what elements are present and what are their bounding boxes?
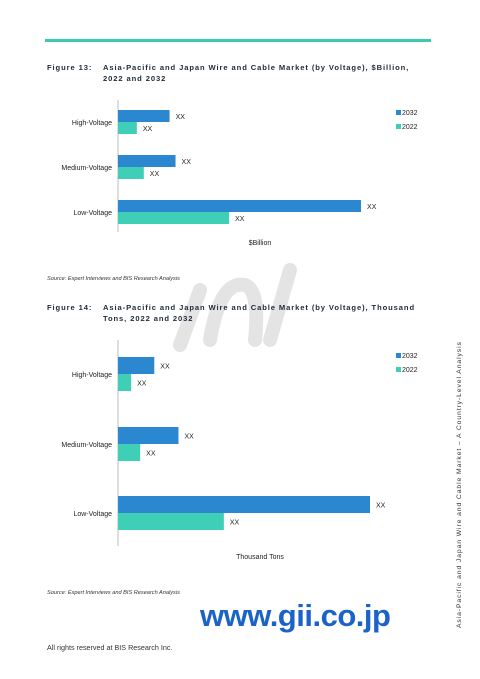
category-label: Medium-Voltage <box>61 442 112 449</box>
figure-13-title-line1: Asia-Pacific and Japan Wire and Cable Ma… <box>103 63 410 72</box>
figure-14-source: Source: Expert Interviews and BIS Resear… <box>47 590 180 596</box>
data-label: XX <box>235 216 245 223</box>
bar-2022-high-voltage <box>118 374 132 391</box>
bar-2022-medium-voltage <box>118 167 144 179</box>
bar-2022-low-voltage <box>118 212 230 224</box>
watermark-logo <box>173 263 297 352</box>
figure-14-title-line2: Tons, 2022 and 2032 <box>103 314 194 323</box>
bar-2032-medium-voltage <box>118 155 176 167</box>
figure-14-title: Figure 14: Asia-Pacific and Japan Wire an… <box>47 302 415 324</box>
bar-2032-high-voltage <box>118 357 155 374</box>
figure-13-number: Figure 13: <box>47 63 93 72</box>
category-label: High-Voltage <box>72 372 112 379</box>
category-label: High-Voltage <box>72 120 112 127</box>
data-label: XX <box>230 520 240 527</box>
legend-label-2032: 2032 <box>402 353 418 360</box>
data-label: XX <box>176 114 186 121</box>
bar-2032-high-voltage <box>118 110 170 122</box>
category-label: Low-Voltage <box>73 210 112 217</box>
figure-14-number: Figure 14: <box>47 303 93 312</box>
data-label: XX <box>150 171 160 178</box>
top-rule <box>45 39 431 42</box>
data-label: XX <box>184 434 194 441</box>
legend-label-2022: 2022 <box>402 124 418 131</box>
data-label: XX <box>137 381 147 388</box>
data-label: XX <box>367 204 377 211</box>
watermark-site: www.gii.co.jp <box>200 598 391 633</box>
category-label: Medium-Voltage <box>61 165 112 172</box>
legend-label-2032: 2032 <box>402 110 418 117</box>
legend-swatch-2022 <box>396 367 401 372</box>
data-label: XX <box>143 126 153 133</box>
bar-2032-low-voltage <box>118 200 362 212</box>
figure-14-title-line1: Asia-Pacific and Japan Wire and Cable Ma… <box>103 303 416 312</box>
legend-swatch-2022 <box>396 124 401 129</box>
category-label: Low-Voltage <box>73 511 112 518</box>
legend-swatch-2032 <box>396 353 401 358</box>
side-running-title: Asia-Pacific and Japan Wire and Cable Ma… <box>456 341 463 628</box>
data-label: XX <box>182 159 192 166</box>
data-label: XX <box>160 364 170 371</box>
bar-2032-low-voltage <box>118 496 370 513</box>
data-label: XX <box>376 503 386 510</box>
bar-2022-medium-voltage <box>118 444 141 461</box>
bar-2022-low-voltage <box>118 513 224 530</box>
data-label: XX <box>146 451 156 458</box>
bar-2022-high-voltage <box>118 122 137 134</box>
bar-2032-medium-voltage <box>118 427 179 444</box>
figure-13-title-line2: 2022 and 2032 <box>103 74 167 83</box>
footer-copyright: All rights reserved at BIS Research Inc. <box>47 643 173 652</box>
x-axis-label: Thousand Tons <box>236 554 284 561</box>
figure-13-title: Figure 13: Asia-Pacific and Japan Wire an… <box>47 62 409 84</box>
legend-swatch-2032 <box>396 110 401 115</box>
legend-label-2022: 2022 <box>402 367 418 374</box>
figure-13-source: Source: Expert Interviews and BIS Resear… <box>47 276 180 282</box>
x-axis-label: $Billion <box>249 240 272 247</box>
